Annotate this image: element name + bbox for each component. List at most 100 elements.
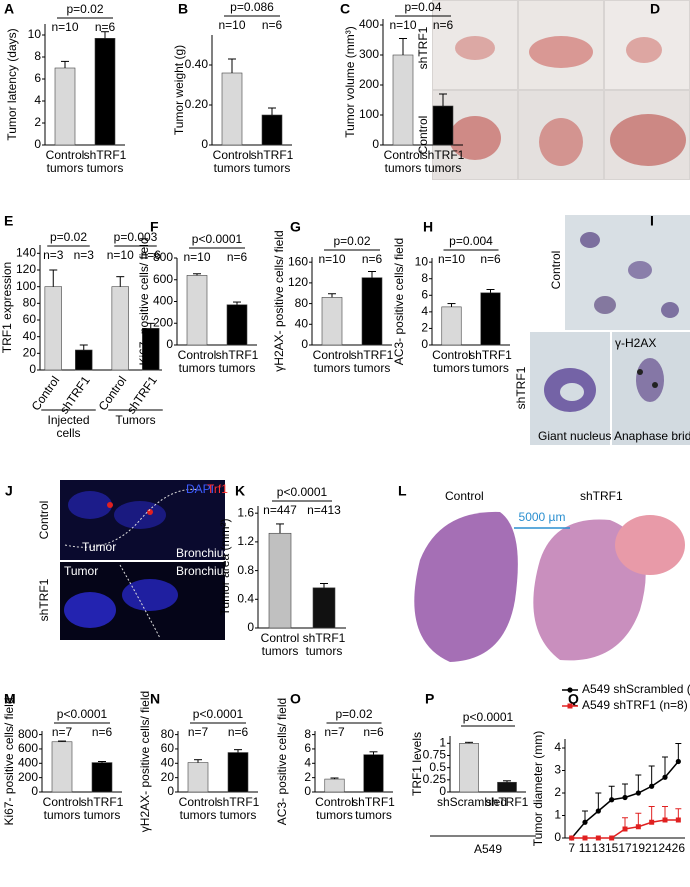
panel-letter: H [423,219,433,235]
nucleus [594,296,616,314]
bar [480,292,501,346]
n-label: n=6 [228,725,249,739]
y-tick-label: 2 [554,785,561,799]
marker [635,824,641,830]
panel-letter: D [650,1,660,17]
tissue [615,515,685,575]
y-axis-label: Tumor area (mm²) [218,519,232,616]
photo-panel-i: Control shTRF1 γ-H2AX Giant nucleus Anap… [514,213,690,445]
bar [497,781,517,793]
y-tick-label: 4 [554,740,561,754]
p-value: p=0.02 [333,234,370,248]
y-tick-label: 4 [421,304,428,318]
x-tick-label: Control tumors [178,795,218,822]
bar [441,306,462,346]
n-label: n=6 [363,725,384,739]
y-tick-label: 0.4 [237,591,254,605]
x-tick-label: Control tumors [383,148,423,175]
y-axis-label: Tumor diameter (mm) [531,731,545,847]
panel-letter: I [650,213,654,229]
y-tick-label: 300 [359,47,379,61]
panel-letter: E [4,213,13,229]
photo-label: Trf1 [207,482,228,496]
y-tick-label: 600 [18,741,38,755]
y-tick-label: 6 [304,741,311,755]
panel-letter: A [4,1,14,17]
y-axis-label: Tumor latency (days) [5,28,19,140]
y-tick-label: 80 [23,296,37,310]
y-axis-label: Tumor volume (mm³) [343,26,357,138]
nucleus [661,302,679,318]
n-label: n=6 [95,20,116,34]
x-tick-label: shTRF1 tumors [421,148,465,175]
group-label: Tumors [115,413,156,427]
bar [75,349,93,371]
marker [635,790,641,796]
bar [186,275,208,346]
y-tick-label: 0 [247,620,254,634]
tumor [626,37,662,63]
nucleus [628,261,652,279]
p-value: p<0.0001 [57,707,108,721]
y-tick-label: 4 [304,755,311,769]
tumor [529,36,593,68]
bar [312,587,336,629]
y-tick-label: 0 [166,337,173,351]
bar [459,743,479,793]
y-tick-label: 200 [359,77,379,91]
bar [363,754,384,793]
photo-label: Control [445,489,484,503]
y-tick-label: 400 [18,755,38,769]
x-tick-label: 7 [568,841,575,855]
y-tick-label: 0 [34,137,41,151]
photo-panel-j: DAPI Trf1 Control Tumor Bronchius shTRF1… [5,480,229,640]
x-axis-label: A549 [474,842,502,856]
bar [111,286,129,371]
y-tick-label: 1.6 [237,505,254,519]
y-tick-label: 60 [23,312,37,326]
n-label: n=3 [43,248,64,262]
x-tick-label: shTRF1 tumors [350,348,394,375]
tumor [449,116,501,160]
nucleus [636,358,664,402]
y-tick-label: 200 [18,770,38,784]
legend-marker [567,687,573,693]
bar [432,105,454,146]
x-tick-label: Control tumors [432,348,471,375]
legend-label: A549 shScrambled (n=8) [582,682,690,696]
n-label: n=3 [74,248,95,262]
x-tick-label: shTRF1 tumors [80,795,124,822]
photo-label: shTRF1 [580,489,623,503]
y-tick-label: 0.75 [423,748,447,762]
nuclei [64,592,116,628]
bar [324,778,345,793]
bar [187,762,209,793]
bar [54,67,76,146]
y-tick-label: 600 [153,272,173,286]
panel-letter: J [5,483,13,499]
y-axis-label: AC3- positive cells/ field [392,238,406,365]
photo-panel-l: Control shTRF1 5000 µm L [398,483,685,662]
y-tick-label: 20 [23,346,37,360]
bar [51,741,73,793]
signal [107,502,113,508]
marker [662,774,668,780]
bar [221,72,243,146]
panel-letter: C [340,1,350,17]
foci [637,369,643,375]
y-tick-label: 8 [304,727,311,741]
x-tick-label: shScrambled [437,795,508,809]
panel-letter: B [178,1,188,17]
n-label: n=10 [318,252,345,266]
tissue [414,511,518,662]
p-value: p=0.02 [66,2,103,16]
x-tick-label: Control tumors [45,148,85,175]
y-tick-label: 120 [16,262,36,276]
photo-label: shTRF1 [514,366,528,409]
marker [675,758,681,765]
y-tick-label: 10 [415,254,429,268]
panel-letter: Q [568,691,579,707]
bar [44,286,62,371]
n-label: n=10 [51,20,78,34]
